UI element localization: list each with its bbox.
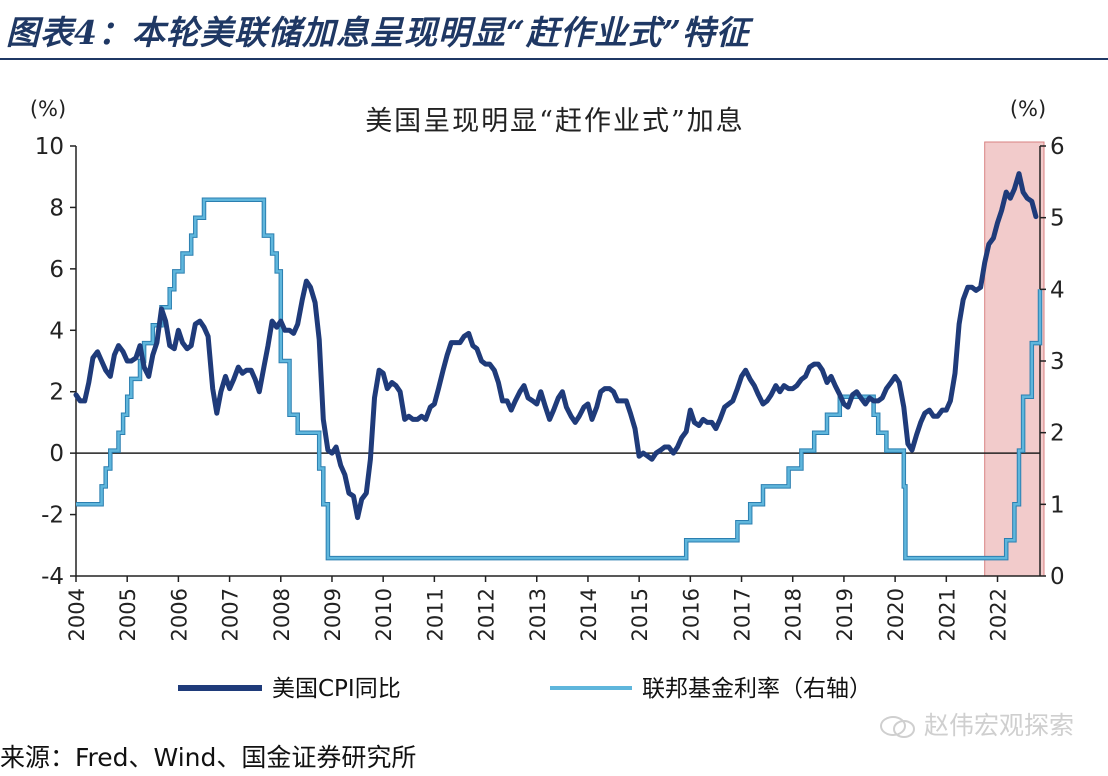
right-tick-label: 1 bbox=[1050, 492, 1065, 518]
x-tick-label: 2016 bbox=[679, 588, 703, 641]
left-tick-label: -2 bbox=[41, 503, 64, 529]
left-tick-label: 8 bbox=[49, 195, 64, 221]
watermark: 赵伟宏观探索 bbox=[878, 706, 1074, 742]
x-tick-label: 2019 bbox=[833, 588, 857, 641]
x-tick-label: 2012 bbox=[475, 588, 499, 641]
x-tick-label: 2005 bbox=[116, 588, 140, 641]
legend-label-cpi: 美国CPI同比 bbox=[272, 676, 401, 702]
x-tick-label: 2008 bbox=[270, 588, 294, 641]
x-tick-label: 2013 bbox=[526, 588, 550, 641]
x-tick-label: 2018 bbox=[782, 588, 806, 641]
x-tick-label: 2021 bbox=[935, 588, 959, 641]
legend-label-fed: 联邦基金利率（右轴） bbox=[642, 676, 872, 702]
chart-title: 美国呈现明显“赶作业式”加息 bbox=[365, 106, 745, 137]
left-axis-unit: (%) bbox=[30, 97, 66, 121]
x-tick-label: 2014 bbox=[577, 588, 601, 641]
x-tick-label: 2020 bbox=[884, 588, 908, 641]
watermark-text: 赵伟宏观探索 bbox=[923, 711, 1074, 740]
left-tick-label: 0 bbox=[49, 441, 64, 467]
title-divider bbox=[0, 58, 1108, 60]
x-tick-label: 2006 bbox=[167, 588, 191, 641]
x-tick-label: 2010 bbox=[372, 588, 396, 641]
source-note: 来源：Fred、Wind、国金证券研究所 bbox=[0, 743, 417, 772]
right-tick-label: 4 bbox=[1050, 277, 1065, 303]
fed-funds-rate-line bbox=[76, 198, 1042, 560]
right-tick-label: 0 bbox=[1050, 564, 1065, 590]
x-tick-label: 2004 bbox=[65, 588, 89, 641]
right-tick-label: 6 bbox=[1050, 134, 1065, 160]
left-tick-label: 10 bbox=[35, 134, 64, 160]
wechat-icon bbox=[879, 716, 915, 738]
x-tick-label: 2017 bbox=[731, 588, 755, 641]
x-tick-label: 2015 bbox=[628, 588, 652, 641]
chart: 美国呈现明显“赶作业式”加息 (%) (%) 1086420-2-4654321… bbox=[30, 97, 1065, 702]
x-tick-label: 2009 bbox=[321, 588, 345, 641]
left-tick-label: 2 bbox=[49, 380, 64, 406]
x-tick-label: 2007 bbox=[219, 588, 243, 641]
right-axis-unit: (%) bbox=[1010, 97, 1046, 121]
left-tick-label: -4 bbox=[41, 564, 64, 590]
left-tick-label: 4 bbox=[49, 318, 64, 344]
right-tick-label: 5 bbox=[1050, 206, 1065, 232]
x-tick-label: 2022 bbox=[987, 588, 1011, 641]
figure-title: 图表4：本轮美联储加息呈现明显“赶作业式”特征 bbox=[6, 13, 750, 52]
cpi-yoy-line bbox=[73, 171, 1039, 521]
left-tick-label: 6 bbox=[49, 257, 64, 283]
x-tick-label: 2011 bbox=[423, 588, 447, 641]
right-tick-label: 2 bbox=[1050, 421, 1065, 447]
right-tick-label: 3 bbox=[1050, 349, 1065, 375]
